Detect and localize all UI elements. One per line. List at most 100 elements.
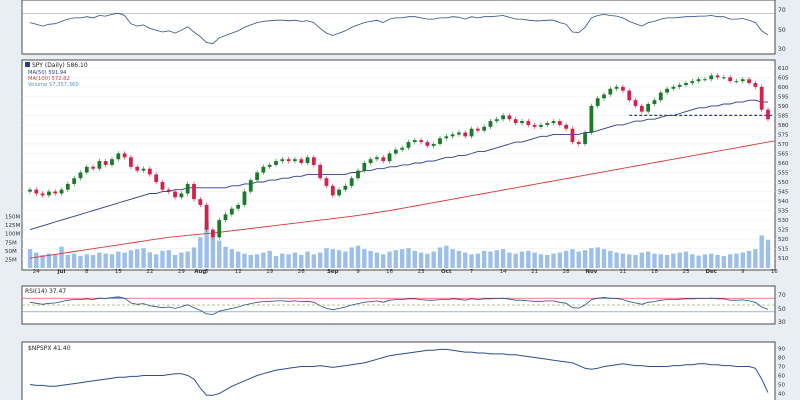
- ma50-line: [29, 99, 768, 231]
- candle-body: [311, 157, 316, 165]
- volume-bar: [671, 253, 676, 268]
- candle-body: [381, 157, 386, 162]
- price-tick-label: 530: [778, 218, 789, 224]
- candle-body: [532, 124, 537, 127]
- date-tick-label: 28: [563, 269, 570, 275]
- volume-bar: [191, 247, 197, 268]
- volume-bar: [481, 250, 487, 268]
- volume-bar: [355, 245, 361, 268]
- volume-bar: [292, 252, 298, 268]
- volume-bar: [500, 249, 506, 268]
- candle-body: [154, 174, 159, 183]
- date-tick-label: 24: [33, 269, 40, 275]
- date-tick-label: 7: [470, 269, 474, 275]
- volume-bar: [317, 252, 323, 268]
- rsi-lines: [22, 296, 775, 315]
- rsi-line: [29, 296, 769, 315]
- candle-body: [337, 189, 341, 196]
- volume-bar: [198, 237, 203, 268]
- volume-bar: [765, 239, 771, 268]
- date-tick-label: 11: [619, 269, 626, 275]
- candle-body: [608, 88, 613, 95]
- volume-bar: [368, 250, 373, 268]
- rsi-tick-30: 30: [778, 319, 786, 326]
- candle-body: [267, 164, 272, 167]
- candle-body: [621, 86, 625, 91]
- volume-bar: [463, 252, 468, 268]
- rsi-tick-50: 50: [778, 306, 786, 313]
- candle-body: [494, 119, 499, 122]
- candle-body: [324, 178, 329, 186]
- volume-bar: [418, 252, 424, 268]
- candle-body: [646, 103, 651, 112]
- volume-bar: [65, 254, 71, 268]
- candle-body: [526, 121, 531, 125]
- volume-bar: [456, 250, 462, 268]
- volume-bar: [305, 251, 310, 268]
- volume-bar: [431, 251, 436, 268]
- price-tick-label: 515: [778, 247, 789, 253]
- volume-bar: [311, 254, 317, 268]
- candle-body: [375, 157, 379, 160]
- volume-bar: [753, 249, 758, 268]
- legend-square-icon: [25, 62, 30, 67]
- volume-bar: [595, 247, 600, 268]
- top-indicator-panel: 70 50 30: [21, 0, 786, 55]
- candle-body: [84, 166, 89, 173]
- breadth-tick-label: 60: [778, 374, 785, 380]
- candle-body: [72, 178, 77, 184]
- candle-body: [627, 90, 632, 101]
- candle-body: [419, 140, 423, 143]
- volume-bar: [172, 254, 178, 268]
- candle-body: [740, 79, 745, 82]
- candle-body: [261, 166, 266, 173]
- volume-bar: [545, 254, 550, 268]
- candle-body: [551, 121, 556, 124]
- volume-bar: [242, 253, 247, 268]
- volume-bar: [78, 256, 83, 268]
- legend-ma50: MA(50) 591.94: [28, 70, 67, 76]
- volume-bar: [519, 251, 525, 268]
- date-tick-label: 12: [235, 269, 242, 275]
- candle-body: [65, 183, 70, 190]
- volume-bar: [223, 246, 228, 268]
- volume-bar: [34, 252, 39, 268]
- volume-bar: [235, 251, 241, 268]
- volume-bar: [475, 253, 481, 268]
- volume-bar: [71, 253, 77, 268]
- candle-body: [450, 134, 455, 137]
- volume-bar: [469, 254, 474, 268]
- candle-body: [766, 109, 770, 120]
- date-tick-label: Sep: [327, 269, 339, 275]
- top-tick-30: 30: [778, 46, 786, 53]
- price-tick-label: 605: [778, 75, 789, 81]
- candle-body: [179, 193, 184, 198]
- volume-bar: [608, 250, 613, 268]
- volume-bar: [658, 254, 663, 268]
- candle-body: [488, 121, 493, 127]
- price-tick-label: 610: [778, 66, 789, 72]
- price-tick-label: 520: [778, 237, 789, 243]
- candle-body: [469, 128, 474, 137]
- volume-bar: [444, 245, 449, 268]
- candle-body: [53, 191, 58, 194]
- volume-bar: [330, 249, 335, 268]
- price-tick-label: 575: [778, 132, 789, 138]
- price-tick-label: 535: [778, 209, 789, 215]
- volume-bar: [627, 254, 632, 268]
- volume-bar: [324, 248, 329, 268]
- candle-body: [129, 157, 133, 167]
- volume-bar: [387, 251, 392, 268]
- price-tick-label: 570: [778, 142, 789, 148]
- volume-bar: [393, 250, 399, 268]
- volume-bar: [633, 254, 638, 268]
- price-tick-label: 585: [778, 113, 789, 119]
- date-tick-label: 9: [741, 269, 745, 275]
- price-tick-label: 590: [778, 104, 789, 110]
- breadth-axis: 90 80 70 60 50 40: [778, 347, 785, 398]
- candle-body: [110, 159, 114, 165]
- date-tick-label: Aug: [194, 269, 206, 275]
- candle-body: [703, 79, 707, 81]
